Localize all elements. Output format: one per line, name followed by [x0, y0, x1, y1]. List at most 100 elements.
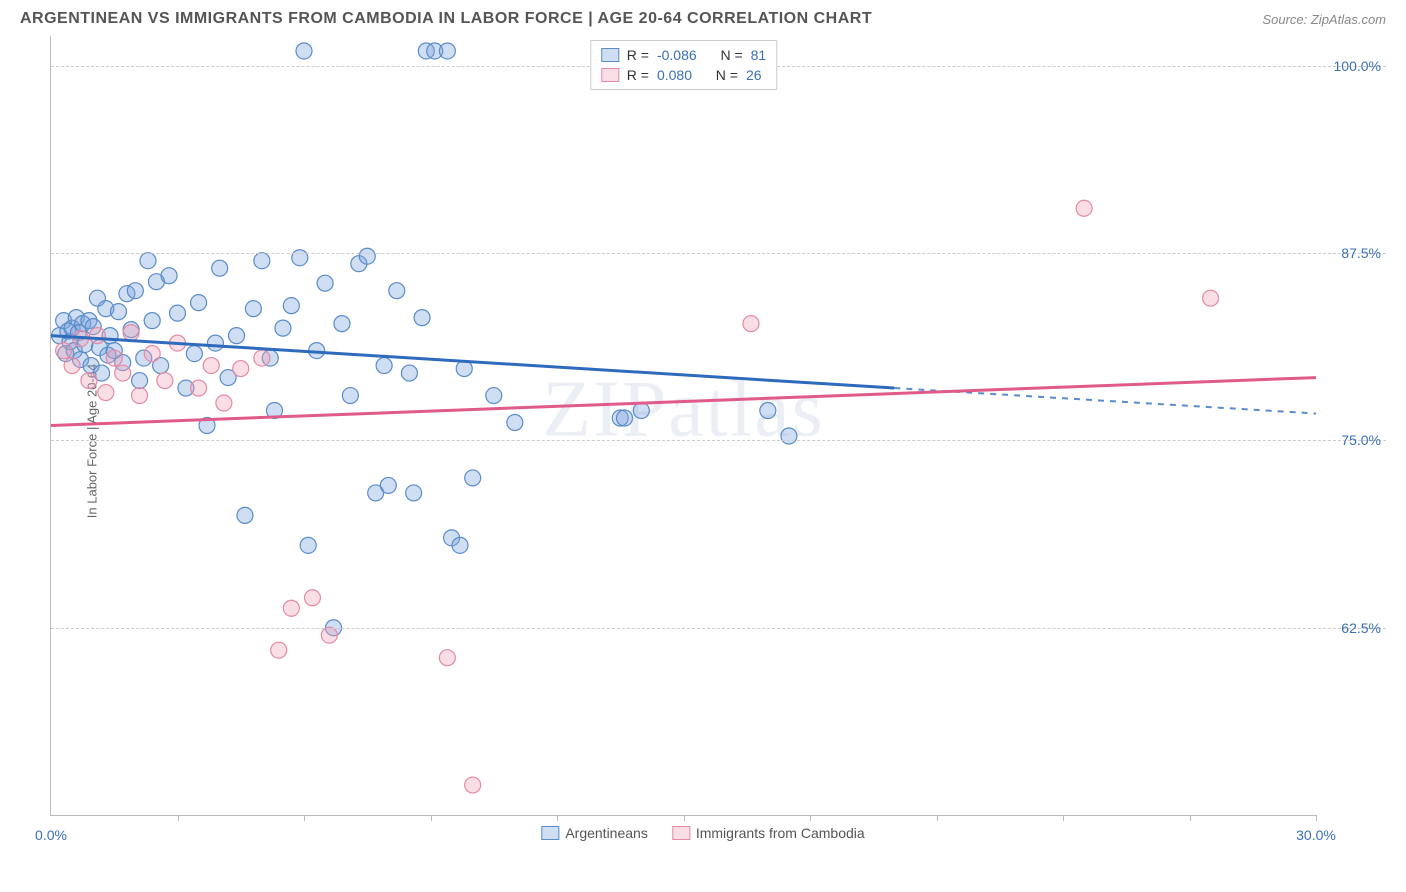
scatter-point: [220, 370, 236, 386]
scatter-point: [283, 298, 299, 314]
scatter-point: [203, 358, 219, 374]
scatter-point: [73, 331, 89, 347]
x-axis-endpoint: 30.0%: [1296, 827, 1336, 843]
scatter-point: [144, 313, 160, 329]
scatter-point: [153, 358, 169, 374]
scatter-point: [132, 373, 148, 389]
legend-n-label: N =: [720, 47, 742, 63]
chart-title: ARGENTINEAN VS IMMIGRANTS FROM CAMBODIA …: [20, 10, 872, 28]
scatter-point: [309, 343, 325, 359]
scatter-point: [300, 537, 316, 553]
scatter-point: [98, 385, 114, 401]
legend-r-value: -0.086: [657, 47, 697, 63]
scatter-point: [115, 365, 131, 381]
legend-label: Argentineans: [565, 825, 648, 841]
scatter-point: [56, 343, 72, 359]
scatter-point: [262, 350, 278, 366]
scatter-point: [140, 253, 156, 269]
scatter-point: [245, 301, 261, 317]
legend-n-label: N =: [716, 67, 738, 83]
scatter-point: [56, 313, 72, 329]
scatter-point: [317, 275, 333, 291]
y-tick-label: 87.5%: [1341, 245, 1381, 261]
scatter-point: [207, 335, 223, 351]
scatter-point: [743, 316, 759, 332]
scatter-point: [170, 335, 186, 351]
scatter-point: [334, 316, 350, 332]
scatter-point: [85, 319, 101, 335]
x-tick-mark: [1063, 815, 1064, 821]
legend-swatch: [672, 826, 690, 840]
legend-item: Immigrants from Cambodia: [672, 825, 865, 841]
scatter-point: [132, 388, 148, 404]
scatter-point: [83, 358, 99, 374]
scatter-point: [452, 537, 468, 553]
scatter-point: [170, 305, 186, 321]
scatter-point: [1203, 290, 1219, 306]
scatter-point: [760, 403, 776, 419]
legend-r-label: R =: [627, 47, 649, 63]
x-tick-mark: [684, 815, 685, 821]
scatter-point: [106, 343, 122, 359]
scatter-point: [144, 346, 160, 362]
scatter-point: [465, 777, 481, 793]
scatter-point: [342, 388, 358, 404]
scatter-point: [64, 358, 80, 374]
x-tick-mark: [1190, 815, 1191, 821]
scatter-point: [89, 328, 105, 344]
scatter-point: [62, 334, 78, 350]
scatter-point: [148, 274, 164, 290]
scatter-point: [178, 380, 194, 396]
x-tick-mark: [810, 815, 811, 821]
scatter-point: [401, 365, 417, 381]
scatter-point: [94, 365, 110, 381]
scatter-point: [439, 43, 455, 59]
plot-area: ZIPatlas 62.5%75.0%87.5%100.0%0.0%30.0% …: [50, 36, 1316, 816]
scatter-point: [233, 361, 249, 377]
scatter-point: [212, 260, 228, 276]
scatter-point: [89, 290, 105, 306]
legend-r-value: 0.080: [657, 67, 692, 83]
scatter-point: [81, 373, 97, 389]
scatter-point: [486, 388, 502, 404]
legend-row: R = -0.086 N = 81: [601, 45, 766, 65]
regression-line-dash: [894, 388, 1316, 413]
gridline: [51, 253, 1386, 254]
legend-n-value: 81: [751, 47, 767, 63]
scatter-point: [237, 507, 253, 523]
scatter-point: [127, 283, 143, 299]
source-label: Source: ZipAtlas.com: [1262, 12, 1386, 27]
scatter-point: [73, 352, 89, 368]
y-tick-label: 100.0%: [1334, 58, 1381, 74]
legend-item: Argentineans: [541, 825, 648, 841]
y-tick-label: 75.0%: [1341, 432, 1381, 448]
scatter-point: [186, 346, 202, 362]
scatter-point: [199, 418, 215, 434]
scatter-point: [254, 350, 270, 366]
scatter-point: [216, 395, 232, 411]
scatter-point: [157, 373, 173, 389]
scatter-point: [51, 328, 67, 344]
scatter-point: [81, 313, 97, 329]
legend-top: R = -0.086 N = 81 R = 0.080 N = 26: [590, 40, 777, 90]
scatter-point: [389, 283, 405, 299]
x-tick-mark: [557, 815, 558, 821]
scatter-point: [77, 337, 93, 353]
scatter-point: [123, 322, 139, 338]
scatter-point: [115, 355, 131, 371]
scatter-point: [106, 350, 122, 366]
scatter-point: [123, 325, 139, 341]
scatter-point: [406, 485, 422, 501]
scatter-point: [351, 256, 367, 272]
scatter-point: [91, 340, 107, 356]
scatter-point: [439, 650, 455, 666]
scatter-point: [191, 380, 207, 396]
scatter-point: [304, 590, 320, 606]
scatter-point: [418, 43, 434, 59]
legend-swatch: [541, 826, 559, 840]
scatter-point: [191, 295, 207, 311]
x-tick-mark: [1316, 815, 1317, 821]
scatter-point: [359, 248, 375, 264]
legend-r-label: R =: [627, 67, 649, 83]
legend-bottom: Argentineans Immigrants from Cambodia: [541, 825, 864, 841]
